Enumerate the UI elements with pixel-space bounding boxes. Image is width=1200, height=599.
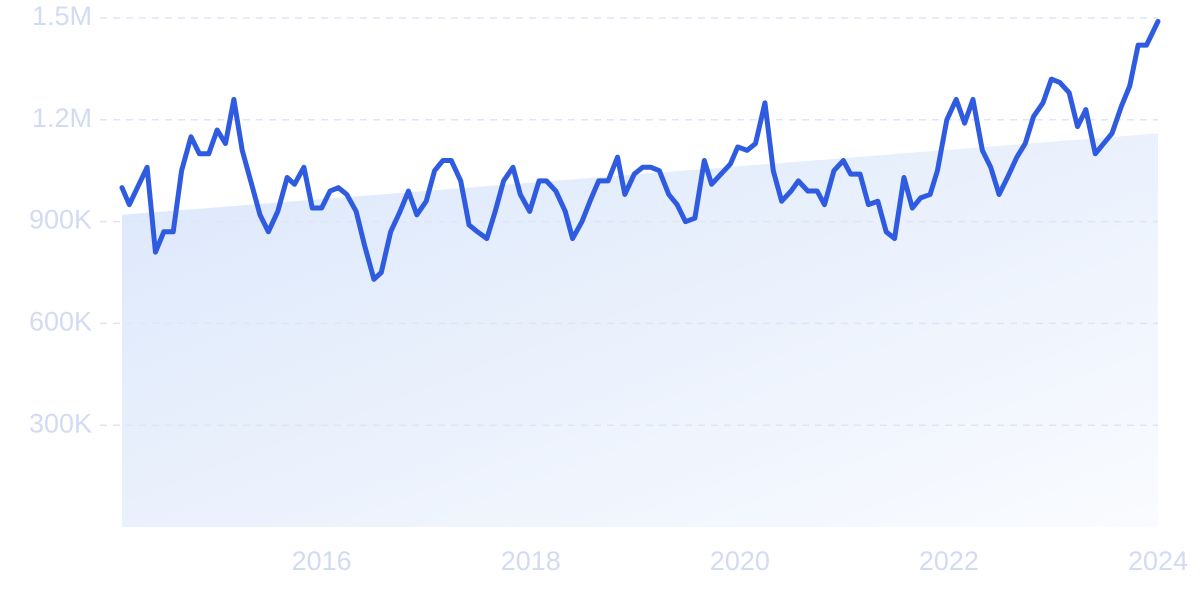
x-tick-label: 2018 <box>501 546 561 576</box>
y-tick-label: 900K <box>29 205 92 235</box>
data-line <box>119 18 1161 282</box>
trend-area <box>122 133 1158 527</box>
x-tick-label: 2020 <box>710 546 770 576</box>
x-tick-label: 2024 <box>1128 546 1188 576</box>
x-tick-label: 2016 <box>292 546 352 576</box>
y-tick-label: 300K <box>29 408 92 438</box>
y-tick-label: 600K <box>29 307 92 337</box>
y-tick-label: 1.5M <box>32 1 92 31</box>
x-tick-label: 2022 <box>919 546 979 576</box>
y-tick-label: 1.2M <box>32 103 92 133</box>
